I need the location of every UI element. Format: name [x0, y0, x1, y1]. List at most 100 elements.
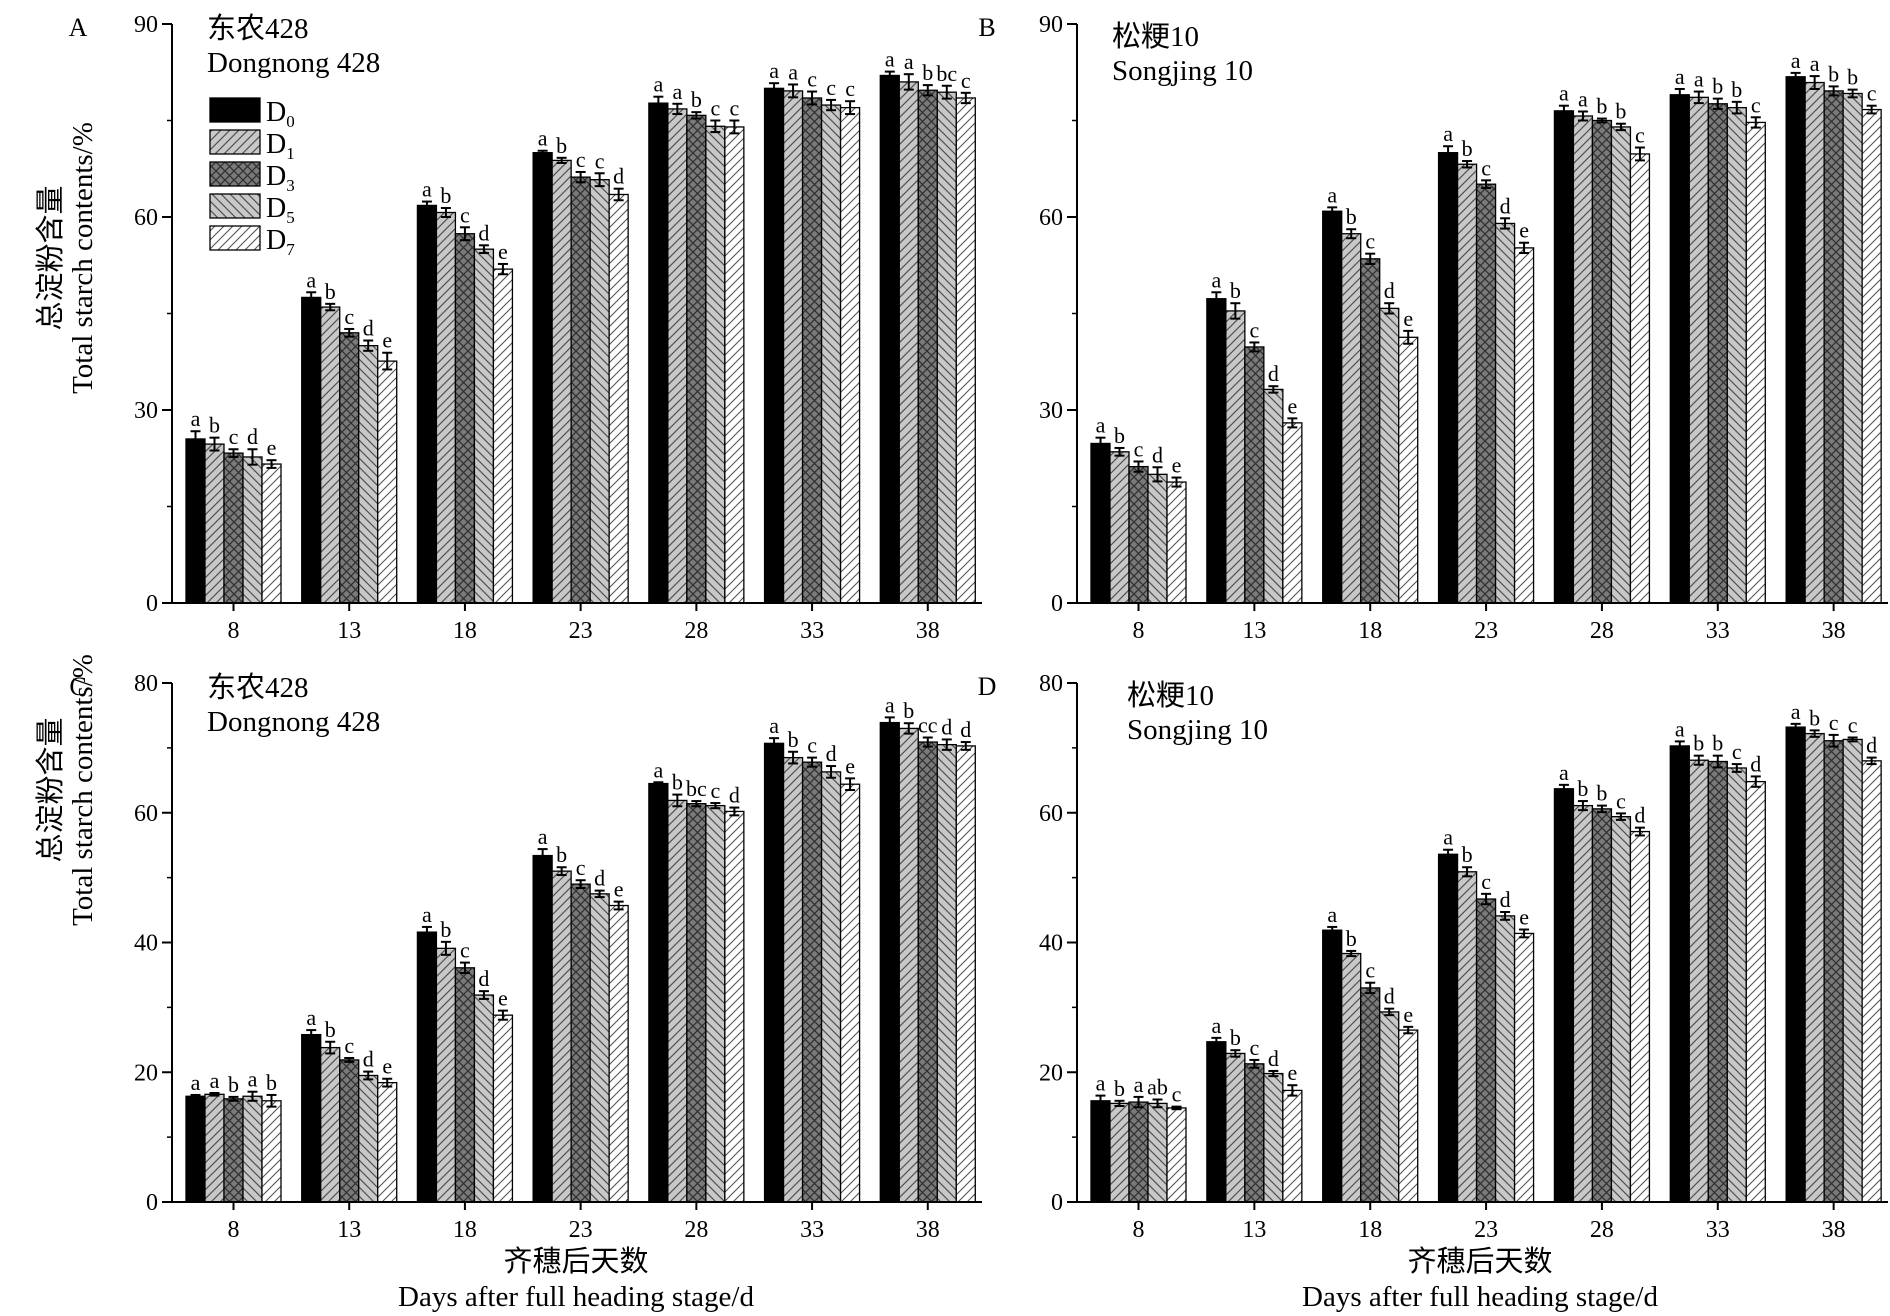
- x-tick-label: 18: [453, 618, 477, 644]
- bar-d3-8: [242, 456, 263, 604]
- variety-name-cn: 东农428: [207, 12, 309, 45]
- variety-name-cn: 松粳10: [1127, 679, 1214, 712]
- bar-d4-13: [377, 360, 398, 604]
- significance-label: c: [1829, 710, 1839, 735]
- bar-d0-28: [648, 782, 669, 1203]
- error-bar: [1596, 117, 1607, 124]
- error-bar: [922, 84, 933, 97]
- bar-d1-18: [435, 211, 457, 604]
- error-bar: [1809, 75, 1820, 90]
- bar-d3-33: [820, 104, 842, 604]
- significance-label: d: [1268, 1046, 1279, 1071]
- significance-label: a: [422, 902, 432, 927]
- bar-d1-13: [320, 306, 341, 604]
- error-bar: [1249, 341, 1260, 353]
- significance-label: a: [788, 59, 798, 84]
- bar-d3-33: [1726, 767, 1747, 1203]
- bar-d3-13: [1263, 1072, 1284, 1203]
- error-bar: [769, 737, 780, 750]
- y-axis-title-cn-bottom: 总淀粉含量: [34, 717, 67, 862]
- panel-letter: B: [978, 13, 995, 42]
- error-bar: [729, 806, 740, 817]
- panel-letter: A: [69, 13, 88, 42]
- error-bar: [325, 1040, 336, 1055]
- error-bar: [845, 777, 856, 792]
- significance-label: c: [1172, 1082, 1182, 1107]
- bar-d4-18: [492, 268, 514, 604]
- significance-label: a: [769, 713, 779, 738]
- bar-d2-38: [917, 89, 938, 604]
- error-bar: [613, 187, 624, 202]
- significance-label: a: [1810, 51, 1820, 76]
- significance-label: ab: [1147, 1074, 1168, 1099]
- bar-d1-23: [551, 159, 572, 604]
- bar-d1-28: [1572, 115, 1594, 604]
- y-tick-label: 0: [146, 1190, 158, 1216]
- x-tick-label: 38: [1822, 618, 1846, 644]
- error-bar: [1712, 754, 1723, 769]
- significance-label: b: [1462, 842, 1473, 867]
- bar-d2-18: [454, 967, 476, 1203]
- significance-label: a: [1327, 902, 1337, 927]
- error-bar: [459, 961, 470, 974]
- y-tick-label: 0: [1051, 591, 1063, 617]
- bar-d1-23: [1456, 871, 1478, 1203]
- bar-d3-33: [1726, 106, 1747, 604]
- error-bar: [1615, 122, 1626, 132]
- significance-label: c: [710, 96, 720, 121]
- significance-label: a: [653, 757, 663, 782]
- bar-d1-38: [1804, 81, 1825, 604]
- error-bar: [613, 900, 624, 911]
- significance-label: d: [363, 316, 374, 341]
- significance-label: b: [1847, 65, 1858, 90]
- legend-item-d7: D7: [209, 225, 295, 259]
- significance-label: b: [1230, 1025, 1241, 1050]
- error-bar: [247, 448, 258, 466]
- significance-label: c: [1732, 739, 1742, 764]
- bar-d2-28: [1591, 808, 1613, 1203]
- x-tick-label: 33: [800, 1217, 824, 1243]
- legend-item-d0: D0: [209, 97, 295, 131]
- bar-d1-23: [1456, 163, 1478, 604]
- error-bar: [1346, 949, 1357, 958]
- bar-d3-23: [589, 893, 610, 1203]
- bar-d3-13: [358, 345, 379, 604]
- bar-d3-23: [1494, 222, 1516, 604]
- significance-label: b: [1596, 781, 1607, 806]
- significance-label: c: [344, 1033, 354, 1058]
- bar-d4-8: [261, 463, 282, 604]
- bar-d2-38: [917, 741, 938, 1203]
- bar-d1-8: [204, 443, 225, 604]
- bar-d2-28: [686, 114, 707, 604]
- bar-d3-38: [936, 743, 957, 1203]
- bar-d4-23: [608, 904, 629, 1203]
- significance-label: a: [672, 79, 682, 104]
- x-tick-label: 13: [1242, 618, 1266, 644]
- bar-d1-8: [1109, 451, 1130, 604]
- error-bar: [1790, 71, 1801, 82]
- error-bar: [922, 736, 933, 748]
- error-bar: [1384, 1007, 1395, 1017]
- error-bar: [1500, 217, 1511, 230]
- error-bar: [653, 781, 664, 786]
- error-bar: [1828, 85, 1839, 97]
- significance-label: b: [1346, 204, 1357, 229]
- significance-label: bc: [686, 776, 707, 801]
- error-bar: [440, 206, 451, 218]
- legend-label: D7: [266, 225, 295, 259]
- x-tick-label: 33: [1706, 1217, 1730, 1243]
- error-bar: [1674, 740, 1685, 752]
- error-bar: [209, 1092, 220, 1097]
- error-bar: [266, 459, 277, 469]
- error-bar: [421, 200, 432, 211]
- significance-label: c: [845, 76, 855, 101]
- y-tick-label: 40: [134, 931, 158, 957]
- bar-d0-18: [416, 931, 438, 1203]
- error-bar: [960, 91, 971, 105]
- bar-d1-28: [667, 108, 688, 604]
- bar-d0-23: [532, 152, 553, 604]
- error-bar: [653, 95, 664, 111]
- error-bar: [672, 793, 683, 808]
- error-bar: [1403, 1025, 1414, 1035]
